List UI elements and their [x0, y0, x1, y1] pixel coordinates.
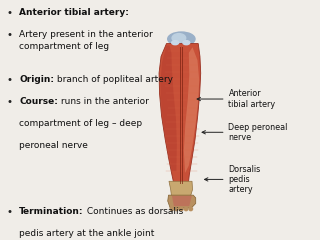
Text: pedis artery at the ankle joint: pedis artery at the ankle joint — [19, 229, 155, 238]
Text: runs in the anterior: runs in the anterior — [58, 97, 149, 106]
Text: •: • — [6, 75, 12, 85]
Ellipse shape — [172, 41, 179, 45]
Text: Deep peroneal
nerve: Deep peroneal nerve — [202, 123, 288, 142]
Ellipse shape — [183, 41, 190, 45]
Polygon shape — [168, 195, 196, 208]
Ellipse shape — [175, 207, 178, 211]
Text: Anterior
tibial artery: Anterior tibial artery — [197, 89, 276, 109]
Polygon shape — [160, 45, 177, 171]
Text: •: • — [6, 97, 12, 107]
Ellipse shape — [180, 207, 183, 211]
Ellipse shape — [170, 207, 174, 211]
Text: Termination:: Termination: — [19, 207, 84, 216]
Text: •: • — [6, 30, 12, 41]
Polygon shape — [184, 47, 199, 173]
Text: Artery present in the anterior
compartment of leg: Artery present in the anterior compartme… — [19, 30, 153, 51]
Text: •: • — [6, 207, 12, 217]
Polygon shape — [169, 181, 193, 196]
Polygon shape — [172, 196, 192, 206]
Ellipse shape — [184, 207, 188, 211]
Text: Origin:: Origin: — [19, 75, 54, 84]
Polygon shape — [159, 44, 201, 184]
Text: compartment of leg – deep: compartment of leg – deep — [19, 119, 142, 128]
Ellipse shape — [172, 34, 186, 42]
Text: Course:: Course: — [19, 97, 58, 106]
Ellipse shape — [168, 32, 195, 46]
Text: Anterior tibial artery:: Anterior tibial artery: — [19, 8, 129, 18]
Text: branch of popliteal artery: branch of popliteal artery — [54, 75, 173, 84]
Text: •: • — [6, 8, 12, 18]
Text: peroneal nerve: peroneal nerve — [19, 141, 88, 150]
Ellipse shape — [189, 207, 193, 211]
Text: Continues as dorsalis: Continues as dorsalis — [84, 207, 183, 216]
Text: Dorsalis
pedis
artery: Dorsalis pedis artery — [204, 164, 261, 194]
